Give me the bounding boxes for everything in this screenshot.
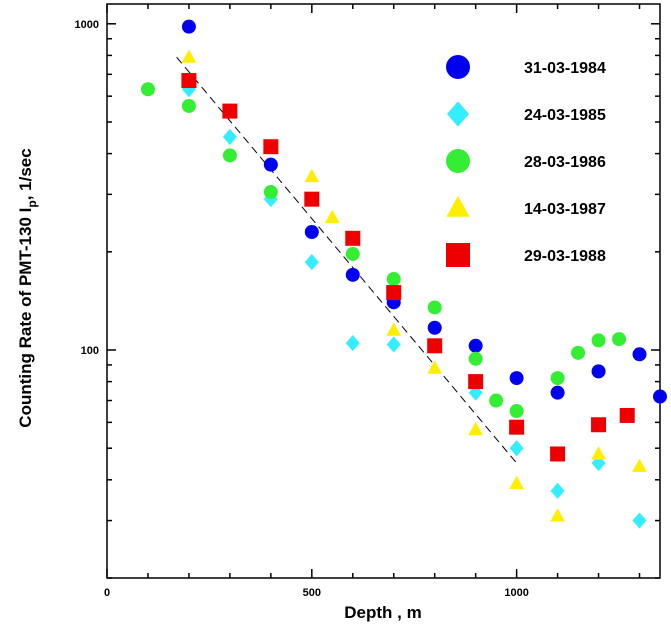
data-point xyxy=(263,191,278,208)
data-point xyxy=(571,345,586,360)
data-point xyxy=(591,333,606,348)
data-point xyxy=(619,407,635,423)
y-axis-title: Counting Rate of PMT-130 Ip, 1/sec xyxy=(16,148,39,427)
data-point xyxy=(222,148,237,163)
legend-label: 31-03-1984 xyxy=(524,60,606,77)
x-tick-label: 0 xyxy=(104,587,110,599)
data-point xyxy=(632,512,647,529)
y-tick-label: 1000 xyxy=(75,19,99,31)
x-axis-title: Depth , m xyxy=(344,603,421,622)
data-point xyxy=(181,73,197,89)
series-1 xyxy=(181,19,667,404)
legend-item: 29-03-1988 xyxy=(446,243,606,267)
legend-label: 29-03-1988 xyxy=(524,248,606,265)
legend-marker xyxy=(446,149,470,173)
data-point xyxy=(632,458,647,472)
data-point xyxy=(345,267,360,282)
data-point xyxy=(509,440,524,457)
data-point xyxy=(550,446,566,462)
data-point xyxy=(468,374,484,390)
data-point xyxy=(386,272,401,287)
data-point xyxy=(591,364,606,379)
data-point xyxy=(468,351,483,366)
data-point xyxy=(386,285,402,301)
data-point xyxy=(591,455,606,472)
series-3 xyxy=(140,82,627,419)
legend-label: 24-03-1985 xyxy=(524,107,606,124)
series-4 xyxy=(181,49,647,522)
legend-item: 31-03-1984 xyxy=(446,55,606,79)
data-point xyxy=(345,335,360,352)
legend-marker xyxy=(446,243,470,267)
data-point xyxy=(427,360,443,374)
legend-item: 28-03-1986 xyxy=(446,149,606,173)
data-point xyxy=(222,128,237,145)
data-point xyxy=(263,185,278,200)
data-point xyxy=(345,246,360,261)
legend-item: 24-03-1985 xyxy=(447,101,606,127)
legend-marker xyxy=(446,195,470,217)
y-axis-title-unit: , 1/sec xyxy=(16,148,35,200)
legend-marker xyxy=(446,55,470,79)
legend-item: 14-03-1987 xyxy=(446,195,606,218)
data-point xyxy=(181,49,197,63)
data-point xyxy=(222,103,238,119)
y-axis-title-subscript: p xyxy=(25,200,39,207)
data-point xyxy=(345,230,361,246)
series-5 xyxy=(181,73,635,462)
data-point xyxy=(324,209,340,223)
data-point xyxy=(591,417,607,433)
data-point xyxy=(468,421,484,436)
legend: 31-03-1984 24-03-1985 28-03-1986 14-03-1987… xyxy=(446,55,606,267)
data-point xyxy=(386,322,402,336)
data-point xyxy=(304,191,320,207)
data-point xyxy=(427,300,442,315)
x-tick-label: 500 xyxy=(303,587,321,599)
data-point xyxy=(181,19,196,34)
data-point xyxy=(263,139,279,155)
data-point xyxy=(468,338,483,353)
data-point xyxy=(427,338,443,354)
data-points xyxy=(140,19,667,529)
data-point xyxy=(509,419,525,435)
data-point xyxy=(140,82,155,97)
data-point xyxy=(550,371,565,386)
data-point xyxy=(181,98,196,113)
legend-marker xyxy=(447,101,469,127)
data-point xyxy=(612,332,627,347)
y-tick-label: 100 xyxy=(81,345,99,357)
data-point xyxy=(509,404,524,419)
data-point xyxy=(550,385,565,400)
plot-area xyxy=(106,3,661,579)
data-point xyxy=(304,168,320,183)
data-point xyxy=(550,508,565,522)
axis-ticks xyxy=(106,4,660,579)
data-point xyxy=(489,393,504,408)
tick-labels: 0 500 1000 100 1000 xyxy=(75,19,529,599)
data-point xyxy=(550,482,565,499)
trend-line xyxy=(176,56,518,464)
data-point xyxy=(304,225,319,240)
data-point xyxy=(632,347,647,362)
legend-label: 28-03-1986 xyxy=(524,154,606,171)
y-axis-title-main: Counting Rate of PMT-130 I xyxy=(16,208,35,428)
data-point xyxy=(427,320,442,335)
x-tick-label: 1000 xyxy=(504,587,528,599)
data-point xyxy=(386,336,401,353)
data-point xyxy=(653,389,667,404)
data-point xyxy=(509,371,524,386)
data-point xyxy=(591,446,606,460)
legend-label: 14-03-1987 xyxy=(524,201,606,218)
data-point xyxy=(509,475,524,489)
data-point xyxy=(263,157,278,172)
data-point xyxy=(304,254,319,271)
